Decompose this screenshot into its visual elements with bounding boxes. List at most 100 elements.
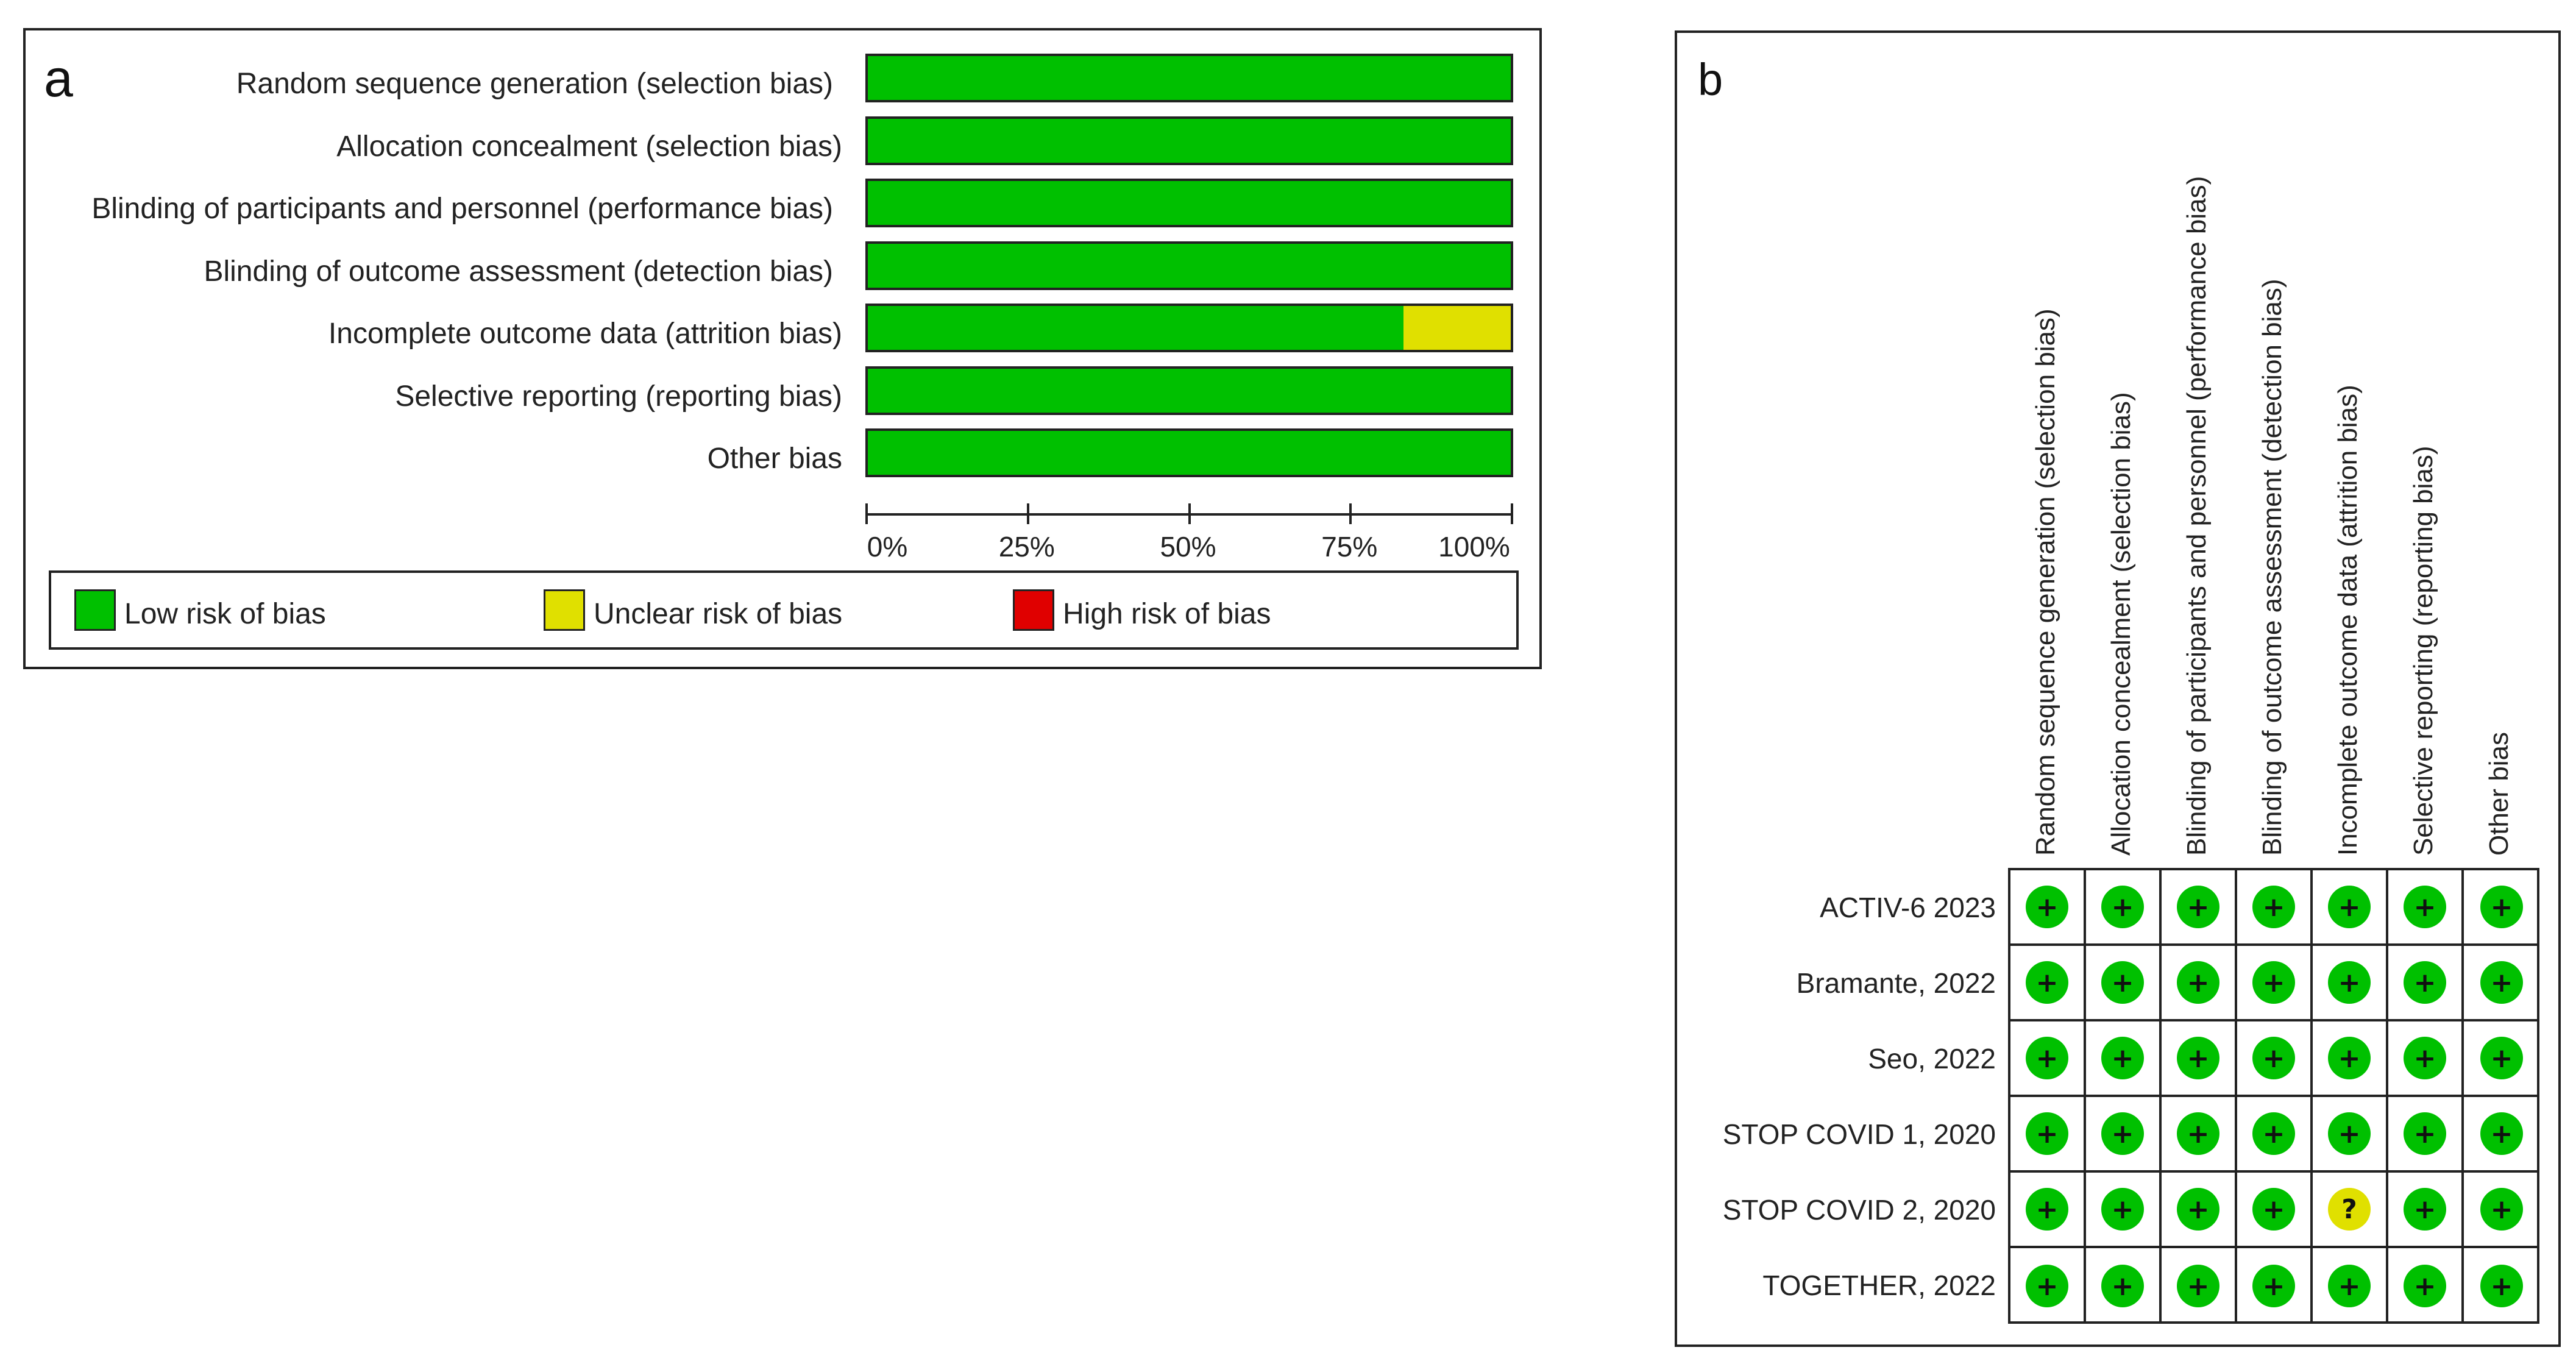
low-risk-icon: + bbox=[2177, 1265, 2219, 1307]
study-label: STOP COVID 2, 2020 bbox=[1722, 1194, 1996, 1226]
low-risk-icon: + bbox=[2328, 961, 2371, 1004]
judgement-cell: + bbox=[2388, 1021, 2464, 1097]
legend-swatch bbox=[74, 589, 116, 631]
low-risk-icon: + bbox=[2101, 886, 2144, 928]
judgement-cell: + bbox=[2388, 946, 2464, 1021]
panel-label-a: a bbox=[44, 49, 73, 108]
judgement-cell: + bbox=[2464, 1248, 2539, 1324]
low-risk-icon: + bbox=[2480, 886, 2523, 928]
bar-category-label: Blinding of outcome assessment (detectio… bbox=[204, 255, 833, 288]
stacked-bar bbox=[865, 304, 1513, 352]
stacked-bar bbox=[865, 241, 1513, 290]
judgement-cell: + bbox=[2162, 946, 2237, 1021]
judgement-cell: + bbox=[2086, 1248, 2162, 1324]
judgement-cell: ? bbox=[2313, 1173, 2388, 1248]
bar-segment-low-risk-of-bias bbox=[868, 118, 1511, 163]
judgement-cell: + bbox=[2388, 870, 2464, 946]
risk-of-bias-table-panel: b Random sequence generation (selection … bbox=[1675, 30, 2561, 1347]
low-risk-icon: + bbox=[2480, 961, 2523, 1004]
judgement-cell: + bbox=[2388, 1097, 2464, 1173]
low-risk-icon: + bbox=[2252, 1037, 2295, 1079]
low-risk-icon: + bbox=[2404, 1112, 2446, 1155]
low-risk-icon: + bbox=[2177, 1112, 2219, 1155]
judgement-cell: + bbox=[2086, 1173, 2162, 1248]
bar-segment-unclear-risk-of-bias bbox=[1403, 306, 1511, 350]
judgement-cell: + bbox=[2464, 870, 2539, 946]
low-risk-icon: + bbox=[2026, 886, 2068, 928]
stacked-bar bbox=[865, 54, 1513, 102]
judgement-cell: + bbox=[2464, 1097, 2539, 1173]
judgement-cell: + bbox=[2313, 1248, 2388, 1324]
low-risk-icon: + bbox=[2252, 961, 2295, 1004]
low-risk-icon: + bbox=[2480, 1265, 2523, 1307]
legend-label: Low risk of bias bbox=[124, 598, 326, 630]
low-risk-icon: + bbox=[2101, 1188, 2144, 1231]
judgement-cell: + bbox=[2313, 870, 2388, 946]
low-risk-icon: + bbox=[2177, 1037, 2219, 1079]
legend-label: Unclear risk of bias bbox=[594, 598, 843, 630]
stacked-bar bbox=[865, 428, 1513, 477]
stacked-bar bbox=[865, 179, 1513, 227]
judgement-cell: + bbox=[2464, 1021, 2539, 1097]
low-risk-icon: + bbox=[2026, 1037, 2068, 1079]
low-risk-icon: + bbox=[2252, 1112, 2295, 1155]
legend-swatch bbox=[1013, 589, 1054, 631]
judgement-cell: + bbox=[2010, 870, 2086, 946]
low-risk-icon: + bbox=[2480, 1188, 2523, 1231]
judgement-cell: + bbox=[2086, 1097, 2162, 1173]
judgement-cell: + bbox=[2313, 946, 2388, 1021]
legend-item: High risk of bias bbox=[1013, 589, 1271, 631]
judgement-cell: + bbox=[2237, 946, 2313, 1021]
low-risk-icon: + bbox=[2177, 961, 2219, 1004]
legend-swatch bbox=[544, 589, 585, 631]
x-tick-label: 75% bbox=[1321, 531, 1378, 563]
judgement-cell: + bbox=[2237, 1097, 2313, 1173]
judgement-cell: + bbox=[2086, 1021, 2162, 1097]
bar-category-label: Random sequence generation (selection bi… bbox=[236, 68, 833, 100]
x-axis-tick bbox=[1511, 503, 1513, 524]
judgement-cell: + bbox=[2388, 1173, 2464, 1248]
unclear-risk-icon: ? bbox=[2328, 1188, 2371, 1231]
low-risk-icon: + bbox=[2252, 1265, 2295, 1307]
x-axis-tick bbox=[1349, 503, 1352, 524]
judgement-cell: + bbox=[2388, 1248, 2464, 1324]
low-risk-icon: + bbox=[2101, 1037, 2144, 1079]
judgement-cell: + bbox=[2010, 1097, 2086, 1173]
x-axis-tick bbox=[865, 503, 868, 524]
low-risk-icon: + bbox=[2026, 1188, 2068, 1231]
legend-label: High risk of bias bbox=[1063, 598, 1271, 630]
low-risk-icon: + bbox=[2404, 1037, 2446, 1079]
judgement-cell: + bbox=[2010, 1021, 2086, 1097]
judgement-cell: + bbox=[2237, 1021, 2313, 1097]
x-tick-label: 0% bbox=[867, 531, 908, 563]
study-label: TOGETHER, 2022 bbox=[1762, 1270, 1996, 1301]
legend-item: Low risk of bias bbox=[74, 589, 326, 631]
stacked-bar bbox=[865, 366, 1513, 415]
bar-category-label: Other bias bbox=[707, 442, 842, 475]
x-axis-tick bbox=[1188, 503, 1191, 524]
study-label: ACTIV-6 2023 bbox=[1820, 892, 1996, 923]
judgement-cell: + bbox=[2313, 1097, 2388, 1173]
low-risk-icon: + bbox=[2026, 1112, 2068, 1155]
judgement-cell: + bbox=[2086, 870, 2162, 946]
low-risk-icon: + bbox=[2177, 1188, 2219, 1231]
low-risk-icon: + bbox=[2177, 886, 2219, 928]
low-risk-icon: + bbox=[2101, 961, 2144, 1004]
low-risk-icon: + bbox=[2252, 1188, 2295, 1231]
judgement-cell: + bbox=[2086, 946, 2162, 1021]
stacked-bar bbox=[865, 116, 1513, 165]
judgement-cell: + bbox=[2010, 946, 2086, 1021]
judgement-cell: + bbox=[2464, 1173, 2539, 1248]
study-label: Seo, 2022 bbox=[1868, 1043, 1996, 1075]
legend: Low risk of bias Unclear risk of bias High… bbox=[49, 570, 1519, 650]
judgement-cell: + bbox=[2237, 1248, 2313, 1324]
judgement-cell: + bbox=[2162, 1248, 2237, 1324]
bar-category-label: Incomplete outcome data (attrition bias) bbox=[328, 318, 842, 350]
low-risk-icon: + bbox=[2404, 886, 2446, 928]
low-risk-icon: + bbox=[2328, 886, 2371, 928]
low-risk-icon: + bbox=[2101, 1112, 2144, 1155]
bar-category-label: Blinding of participants and personnel (… bbox=[91, 193, 833, 225]
panel-label-b: b bbox=[1698, 54, 1723, 105]
bar-segment-low-risk-of-bias bbox=[868, 181, 1511, 225]
low-risk-icon: + bbox=[2101, 1265, 2144, 1307]
